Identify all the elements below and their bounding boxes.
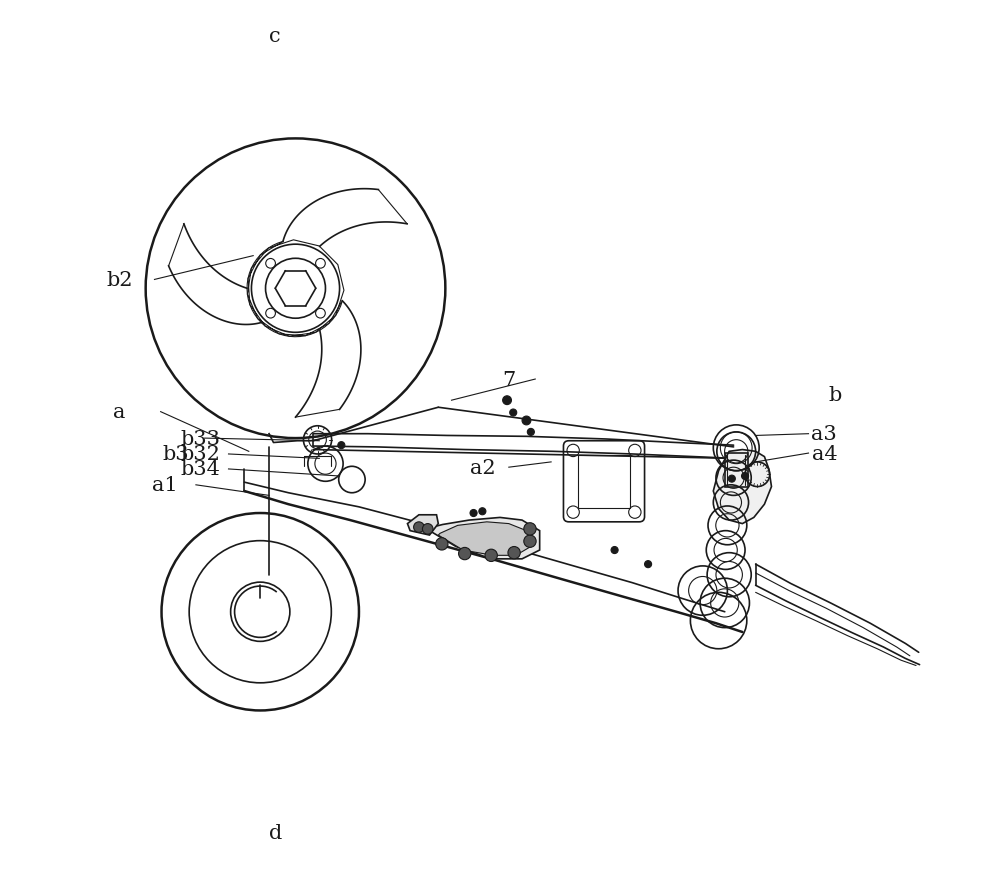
Circle shape [414,522,424,532]
Circle shape [510,409,517,416]
Circle shape [728,476,735,483]
Circle shape [485,549,497,562]
Text: a4: a4 [812,444,837,463]
Polygon shape [407,515,438,535]
Text: b33: b33 [180,429,220,448]
Polygon shape [713,450,771,524]
Text: b: b [828,385,842,404]
Circle shape [422,524,433,534]
Circle shape [459,548,471,560]
Text: b3: b3 [162,445,189,464]
Circle shape [527,429,534,436]
Circle shape [611,547,618,554]
Text: a3: a3 [811,424,837,444]
Circle shape [338,442,345,449]
Text: c: c [269,27,281,46]
Circle shape [503,396,511,405]
Text: a1: a1 [152,476,178,494]
Bar [725,454,748,487]
Text: a2: a2 [470,458,495,478]
Text: b34: b34 [180,460,220,479]
Circle shape [470,510,477,517]
Text: b2: b2 [106,270,132,290]
Polygon shape [438,522,531,556]
Polygon shape [425,517,540,559]
Circle shape [645,561,652,568]
Text: a: a [113,403,125,422]
Circle shape [522,416,531,425]
Circle shape [479,509,486,515]
Text: b32: b32 [180,445,220,464]
Text: d: d [269,823,282,842]
Bar [578,455,630,509]
Circle shape [524,535,536,548]
Circle shape [436,538,448,550]
Circle shape [524,523,536,535]
Text: 7: 7 [502,370,515,389]
Circle shape [508,547,520,559]
Circle shape [742,473,749,480]
